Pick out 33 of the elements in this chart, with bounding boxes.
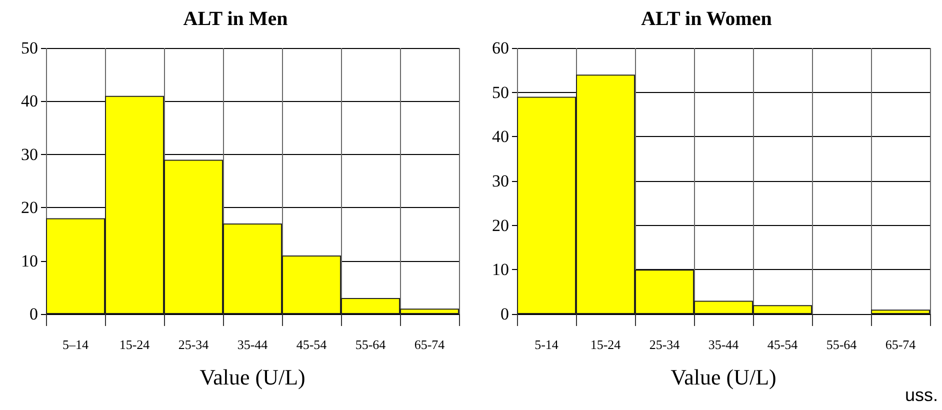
x-axis-title: Value (U/L) — [200, 364, 306, 390]
x-tick-label: 45-54 — [767, 337, 798, 352]
y-tick-label: 40 — [492, 127, 509, 146]
y-tick-label: 60 — [492, 38, 509, 58]
y-tick-label: 50 — [492, 82, 509, 102]
x-tick-label: 5-14 — [534, 337, 559, 352]
x-tick-label: 15-24 — [590, 337, 622, 352]
x-tick-label: 65-74 — [885, 337, 916, 352]
x-tick-label: 35-44 — [708, 337, 740, 352]
x-tick-label: 35-44 — [237, 337, 268, 352]
x-tick-label: 25-34 — [649, 337, 680, 352]
y-tick-label: 40 — [21, 92, 38, 111]
x-tick-label: 55-64 — [355, 337, 386, 352]
y-tick-label: 50 — [21, 38, 38, 58]
chart-title: ALT in Women — [641, 8, 772, 30]
y-tick-label: 30 — [492, 172, 509, 190]
chart-title: ALT in Men — [183, 8, 288, 30]
x-tick-label: 65-74 — [414, 337, 446, 352]
bar — [871, 310, 930, 314]
x-tick-label: 15-24 — [119, 337, 150, 352]
x-axis-title: Value (U/L) — [670, 364, 776, 390]
y-tick-label: 10 — [492, 260, 509, 280]
y-tick-label: 20 — [21, 198, 38, 218]
y-tick-label: 0 — [30, 304, 38, 324]
text: uss. — [904, 385, 938, 405]
y-tick-label: 0 — [500, 304, 509, 324]
y-tick-label: 20 — [492, 216, 509, 235]
x-tick-label: 55-64 — [826, 337, 858, 352]
y-tick-label: 10 — [21, 251, 38, 270]
x-tick-label: 45-54 — [296, 337, 328, 352]
x-tick-label: 5–14 — [62, 337, 89, 352]
x-tick-label: 25-34 — [178, 337, 210, 352]
y-tick-label: 30 — [21, 144, 38, 164]
